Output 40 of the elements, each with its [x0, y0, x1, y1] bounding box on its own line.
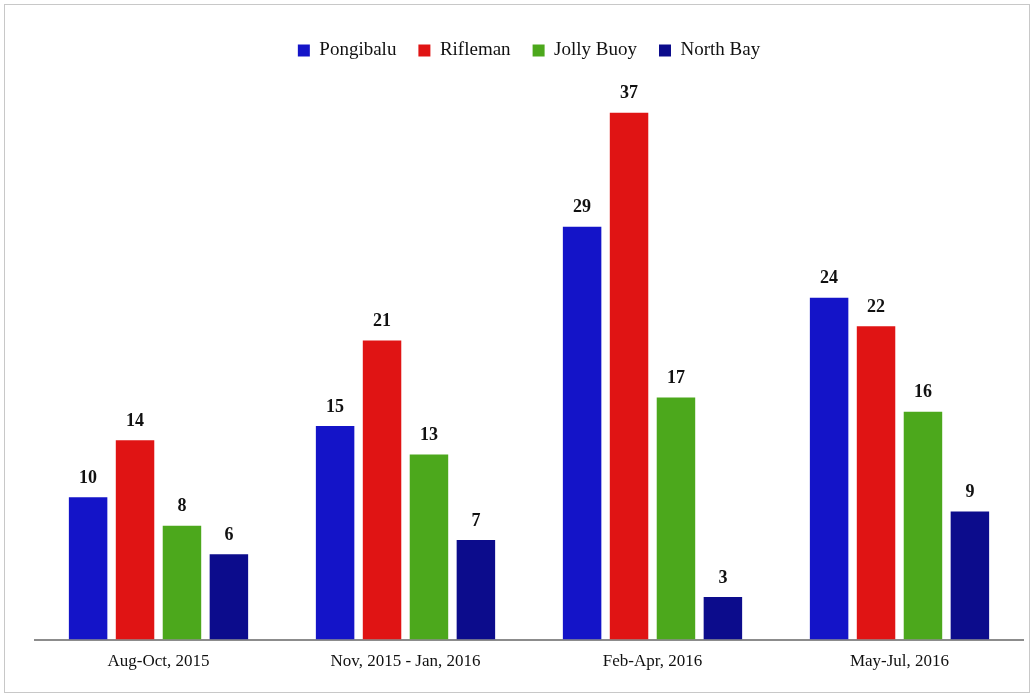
data-label: 24 — [820, 267, 839, 288]
data-label: 16 — [913, 381, 932, 402]
data-label: 37 — [620, 82, 639, 103]
x-tick-label: Feb-Apr, 2016 — [602, 651, 703, 671]
bar — [115, 440, 155, 640]
data-label: 17 — [666, 367, 685, 388]
data-label: 7 — [471, 509, 481, 530]
bar — [362, 340, 402, 640]
bar — [409, 454, 449, 640]
bar — [809, 297, 849, 640]
x-tick-label: May-Jul, 2016 — [849, 651, 950, 671]
data-label: 15 — [326, 395, 345, 416]
bar — [609, 112, 649, 640]
data-label: 21 — [373, 310, 392, 331]
data-label: 9 — [965, 481, 975, 502]
legend-label: North Bay — [680, 38, 761, 60]
data-label: 22 — [867, 295, 886, 316]
data-label: 6 — [224, 523, 234, 544]
x-tick-label: Nov, 2015 - Jan, 2016 — [330, 651, 481, 671]
legend-label: Pongibalu — [319, 38, 397, 60]
bar — [950, 511, 990, 640]
bar — [315, 426, 355, 640]
bar — [162, 525, 202, 640]
x-tick-label: Aug-Oct, 2015 — [107, 651, 210, 671]
data-label: 8 — [177, 495, 187, 516]
data-label: 3 — [718, 566, 728, 587]
data-label: 29 — [573, 196, 592, 217]
bar — [209, 554, 249, 640]
data-label: 13 — [419, 424, 438, 445]
data-label: 10 — [79, 466, 98, 487]
bar — [656, 397, 696, 640]
bar — [903, 411, 943, 640]
legend-label: Rifleman — [439, 38, 512, 60]
bar — [856, 326, 896, 640]
legend-label: Jolly Buoy — [554, 38, 638, 60]
bar — [456, 539, 496, 640]
data-label: 14 — [126, 409, 145, 430]
bar — [68, 497, 108, 640]
bar — [562, 226, 602, 640]
bar — [703, 596, 743, 640]
